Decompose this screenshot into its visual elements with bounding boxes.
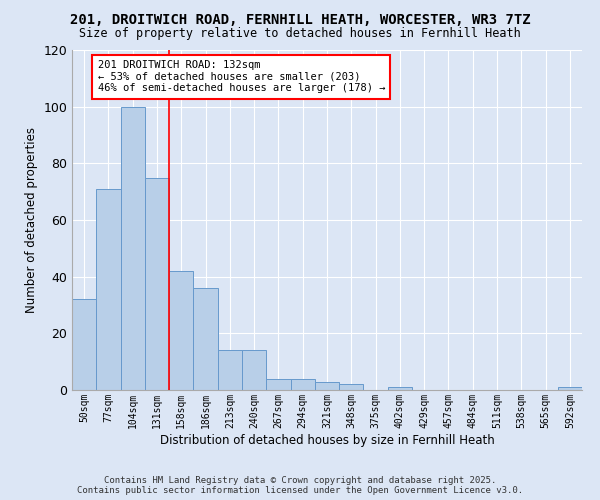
Text: Size of property relative to detached houses in Fernhill Heath: Size of property relative to detached ho… bbox=[79, 28, 521, 40]
Bar bbox=[145, 178, 169, 390]
Y-axis label: Number of detached properties: Number of detached properties bbox=[25, 127, 38, 313]
X-axis label: Distribution of detached houses by size in Fernhill Heath: Distribution of detached houses by size … bbox=[160, 434, 494, 446]
Bar bbox=[72, 300, 96, 390]
Bar bbox=[96, 189, 121, 390]
Bar bbox=[193, 288, 218, 390]
Bar bbox=[339, 384, 364, 390]
Bar bbox=[388, 387, 412, 390]
Bar bbox=[169, 271, 193, 390]
Text: 201, DROITWICH ROAD, FERNHILL HEATH, WORCESTER, WR3 7TZ: 201, DROITWICH ROAD, FERNHILL HEATH, WOR… bbox=[70, 12, 530, 26]
Bar bbox=[242, 350, 266, 390]
Bar bbox=[315, 382, 339, 390]
Bar bbox=[218, 350, 242, 390]
Bar bbox=[121, 106, 145, 390]
Bar bbox=[290, 378, 315, 390]
Text: Contains HM Land Registry data © Crown copyright and database right 2025.
Contai: Contains HM Land Registry data © Crown c… bbox=[77, 476, 523, 495]
Text: 201 DROITWICH ROAD: 132sqm
← 53% of detached houses are smaller (203)
46% of sem: 201 DROITWICH ROAD: 132sqm ← 53% of deta… bbox=[97, 60, 385, 94]
Bar bbox=[558, 387, 582, 390]
Bar bbox=[266, 378, 290, 390]
